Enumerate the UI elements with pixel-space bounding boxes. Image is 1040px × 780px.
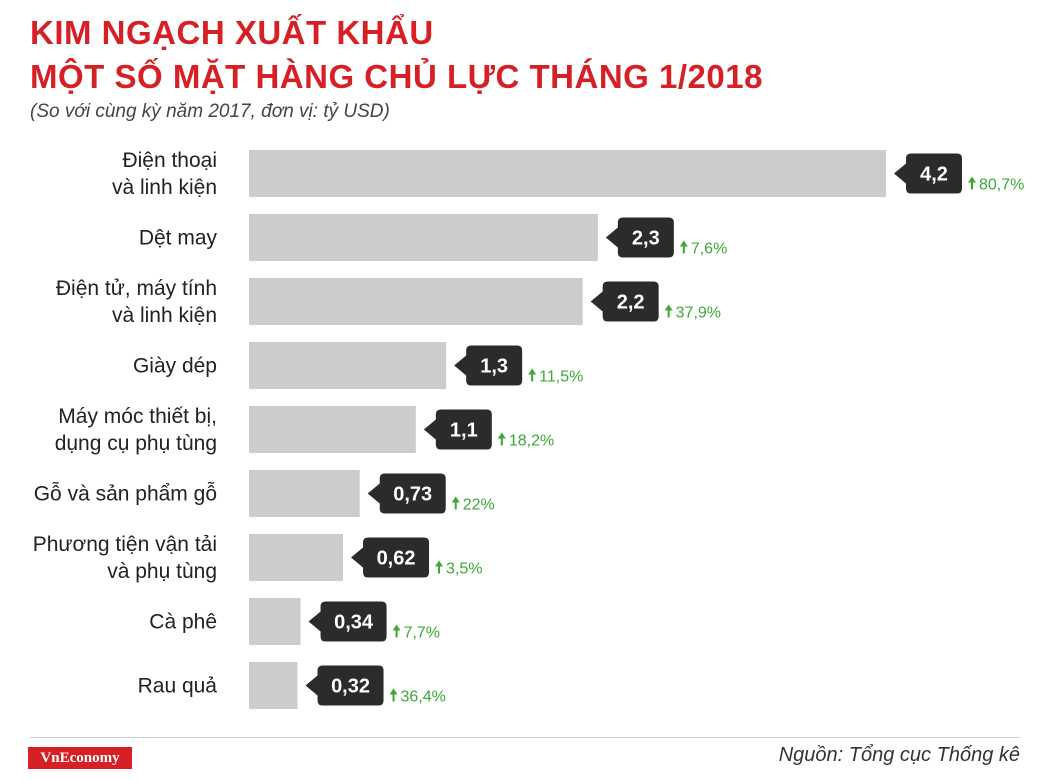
up-arrow-icon [968,176,976,190]
value-label: 1,1 [450,420,478,442]
value-label: 2,2 [617,292,645,314]
chart-title-line2: MỘT SỐ MẶT HÀNG CHỦ LỰC THÁNG 1/2018 [30,58,763,95]
bar [249,150,886,197]
bar [249,342,447,389]
bar-row: Rau quả 0,32 36,4% [138,662,446,709]
category-label: dụng cụ phụ tùng [55,432,217,455]
value-callout [423,409,492,450]
bar-row: Cà phê 0,34 7,7% [149,598,440,645]
bar-row: Điện tử, máy tính và linh kiện 2,2 37,9% [56,277,721,327]
value-callout [305,665,384,706]
category-label: Phương tiện vận tải [33,533,217,556]
chart-subtitle: (So với cùng kỳ năm 2017, đơn vị: tỷ USD… [30,101,390,122]
value-label: 1,3 [480,356,508,378]
growth-label: 3,5% [446,561,482,578]
growth-label: 18,2% [509,433,554,450]
category-label: Giày dép [133,355,217,378]
bar-row: Phương tiện vận tải và phụ tùng 0,62 3,5% [33,533,483,583]
growth-label: 11,5% [539,369,583,386]
bar [249,598,301,645]
up-arrow-icon [664,304,673,318]
bar [249,470,360,517]
category-label: Rau quả [138,675,218,698]
growth-label: 80,7% [979,177,1024,194]
bar-row: Điện thoại và linh kiện 4,2 80,7% [112,149,1024,199]
category-label: Gỗ và sản phẩm gỗ [34,483,217,506]
bar-row: Dệt may 2,3 7,6% [139,214,727,261]
value-callout [351,537,430,578]
bar [249,662,298,709]
up-arrow-icon [528,368,537,382]
bar-row: Máy móc thiết bị, dụng cụ phụ tùng 1,1 18,2… [55,405,555,455]
value-callout [605,217,674,258]
bar [249,214,598,261]
up-arrow-icon [389,688,398,702]
category-label: Cà phê [149,611,217,634]
bar-row: Giày dép 1,3 11,5% [133,342,583,389]
category-label: và phụ tùng [107,560,217,583]
bar [249,406,416,453]
up-arrow-icon [451,496,460,510]
vneconomy-logo: VnEconomy [28,747,132,769]
value-callout [590,281,659,322]
value-label: 2,3 [632,228,660,250]
up-arrow-icon [497,432,506,446]
category-label: và linh kiện [112,176,217,199]
value-label: 4,2 [920,164,948,186]
up-arrow-icon [392,624,401,638]
growth-label: 7,7% [404,625,440,642]
category-label: và linh kiện [112,304,217,327]
category-label: Dệt may [139,227,218,250]
growth-label: 7,6% [691,241,727,258]
bar [249,278,583,325]
up-arrow-icon [679,240,688,254]
value-callout [454,345,523,386]
chart-title-line1: KIM NGẠCH XUẤT KHẨU [30,14,434,51]
bar-row: Gỗ và sản phẩm gỗ 0,73 22% [34,470,495,517]
value-label: 0,34 [334,612,374,634]
category-label: Điện thoại [122,149,217,172]
footer-divider [30,737,1020,738]
bar-chart: Điện thoại và linh kiện 4,2 80,7% Dệt may 2,3… [33,149,1024,709]
category-label: Điện tử, máy tính [56,277,217,300]
value-label: 0,62 [377,548,416,570]
value-label: 0,32 [331,676,370,698]
growth-label: 22% [463,497,495,514]
up-arrow-icon [435,560,444,574]
category-label: Máy móc thiết bị, [58,405,217,428]
source-note: Nguồn: Tổng cục Thống kê [778,744,1020,766]
growth-label: 37,9% [676,305,721,322]
value-callout [894,153,962,194]
value-callout [308,601,387,642]
growth-label: 36,4% [401,689,446,706]
bar [249,534,344,581]
value-callout [367,473,446,514]
value-label: 0,73 [393,484,432,506]
